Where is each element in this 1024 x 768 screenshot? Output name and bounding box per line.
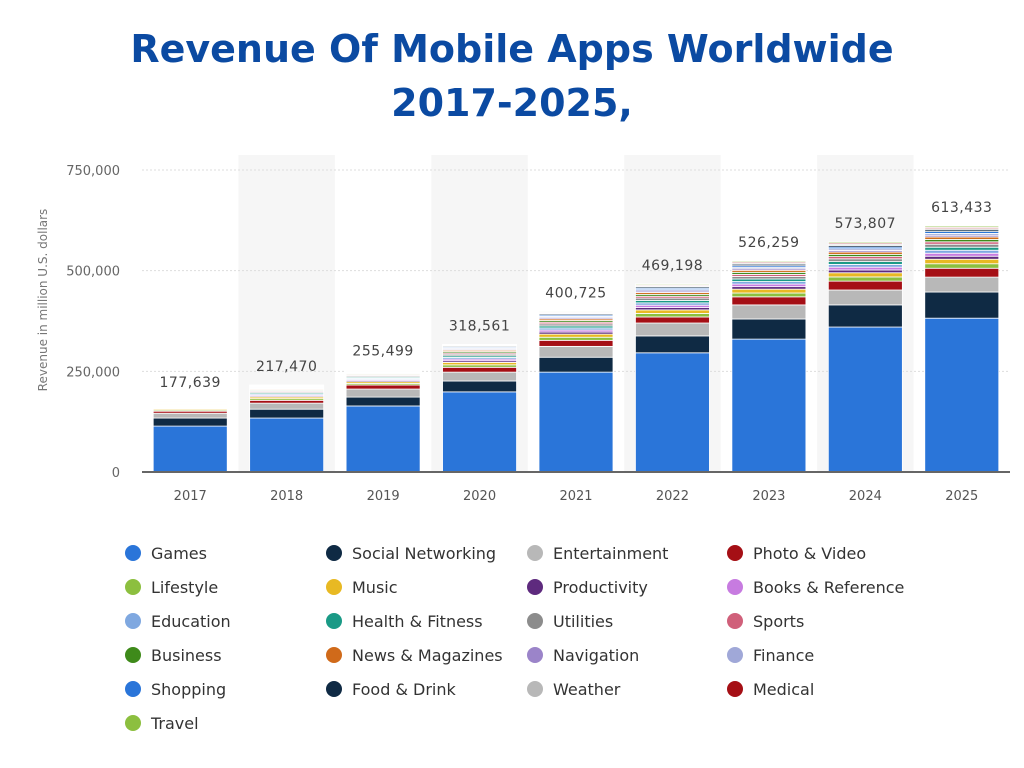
bar-segment-entertainment-2018 xyxy=(249,402,325,410)
bar-segment-education-2025 xyxy=(924,249,1000,254)
bar-segment-lifestyle-2022 xyxy=(635,313,710,318)
x-tick-label: 2018 xyxy=(270,489,303,504)
bar-segment-education-2024 xyxy=(827,263,903,268)
bar-segment-travel-2024 xyxy=(827,241,903,244)
bar-segment-entertainment-2017 xyxy=(152,412,228,419)
bar-segment-photo-video-2018 xyxy=(249,399,325,404)
bar-segment-social-networking-2022 xyxy=(635,335,710,354)
bar-segment-travel-2020 xyxy=(442,343,517,346)
x-tick-label: 2021 xyxy=(559,489,592,504)
bar-segment-health-fitness-2024 xyxy=(827,261,903,265)
bar-segment-photo-video-2023 xyxy=(731,296,807,306)
bar-segment-games-2021 xyxy=(538,371,614,473)
total-label: 217,470 xyxy=(256,359,317,375)
bar-segment-entertainment-2024 xyxy=(827,289,903,306)
bar-segment-social-networking-2019 xyxy=(345,396,421,407)
x-tick-label: 2025 xyxy=(945,489,978,504)
bar-segment-social-networking-2024 xyxy=(827,304,903,328)
bar-segment-social-networking-2025 xyxy=(924,291,1000,319)
x-tick-label: 2017 xyxy=(174,489,207,504)
x-tick-label: 2024 xyxy=(849,489,882,504)
bar-segment-games-2024 xyxy=(827,326,903,473)
bar-segment-social-networking-2021 xyxy=(538,356,614,373)
bar-segment-travel-2018 xyxy=(249,384,325,386)
bar-segment-photo-video-2024 xyxy=(827,280,903,291)
bar-segment-social-networking-2023 xyxy=(731,318,807,340)
bar-segment-entertainment-2025 xyxy=(924,276,1000,293)
bar-segment-books-reference-2024 xyxy=(827,266,903,271)
bar-segment-games-2025 xyxy=(924,317,1000,473)
bar-segment-books-reference-2025 xyxy=(924,252,1000,257)
bar-segment-social-networking-2017 xyxy=(152,417,228,427)
y-tick-label: 500,000 xyxy=(66,265,120,280)
total-label: 318,561 xyxy=(449,318,510,334)
bar-segment-travel-2022 xyxy=(635,283,710,286)
bar-segment-lifestyle-2024 xyxy=(827,276,903,282)
bar-segment-games-2022 xyxy=(635,352,710,473)
bar-segment-entertainment-2023 xyxy=(731,304,807,320)
bar-segment-productivity-2025 xyxy=(924,255,1000,260)
bar-segment-entertainment-2021 xyxy=(538,345,614,358)
bar-segment-lifestyle-2021 xyxy=(538,336,614,341)
y-tick-label: 750,000 xyxy=(66,164,120,179)
y-tick-label: 250,000 xyxy=(66,365,120,380)
bar-segment-games-2018 xyxy=(249,417,325,473)
bar-segment-utilities-2024 xyxy=(827,258,903,262)
total-label: 469,198 xyxy=(642,258,703,274)
bar-segment-photo-video-2020 xyxy=(442,366,517,373)
bar-segment-travel-2025 xyxy=(924,225,1000,228)
x-tick-label: 2019 xyxy=(367,489,400,504)
x-tick-label: 2022 xyxy=(656,489,689,504)
bar-segment-music-2025 xyxy=(924,258,1000,265)
bar-segment-photo-video-2022 xyxy=(635,316,710,324)
bar-segment-lifestyle-2025 xyxy=(924,263,1000,269)
bar-segment-music-2023 xyxy=(731,288,807,294)
bar-segment-music-2024 xyxy=(827,272,903,278)
y-tick-label: 0 xyxy=(112,466,120,481)
bar-segment-social-networking-2018 xyxy=(249,408,325,419)
bar-segment-travel-2019 xyxy=(345,369,421,371)
bar-segment-entertainment-2020 xyxy=(442,371,517,382)
total-label: 177,639 xyxy=(160,375,221,391)
y-axis-label: Revenue in million U.S. dollars xyxy=(36,209,50,392)
bar-segment-travel-2021 xyxy=(538,311,614,313)
x-tick-label: 2020 xyxy=(463,489,496,504)
total-label: 400,725 xyxy=(545,285,606,301)
bar-segment-travel-2017 xyxy=(152,400,228,402)
x-tick-label: 2023 xyxy=(752,489,785,504)
bar-segment-utilities-2025 xyxy=(924,243,1000,248)
bar-segment-entertainment-2022 xyxy=(635,322,710,337)
bar-segment-travel-2023 xyxy=(731,260,807,263)
bar-segment-photo-video-2021 xyxy=(538,339,614,347)
bar-segment-social-networking-2020 xyxy=(442,380,517,393)
bar-segment-photo-video-2025 xyxy=(924,267,1000,278)
bar-segment-photo-video-2019 xyxy=(345,384,421,390)
bar-segment-entertainment-2019 xyxy=(345,388,421,398)
bar-segment-music-2021 xyxy=(538,333,614,338)
bar-segment-games-2023 xyxy=(731,338,807,473)
total-label: 613,433 xyxy=(931,200,992,216)
bar-segment-games-2017 xyxy=(152,425,228,473)
bar-segment-games-2019 xyxy=(345,405,421,473)
bar-segment-health-fitness-2025 xyxy=(924,246,1000,251)
chart-title-line1: Revenue Of Mobile Apps Worldwide xyxy=(130,27,894,71)
bar-segment-music-2022 xyxy=(635,309,710,314)
total-label: 255,499 xyxy=(352,344,413,360)
total-label: 526,259 xyxy=(738,235,799,251)
chart-title-line2: 2017-2025, xyxy=(391,81,633,125)
bar-segment-games-2020 xyxy=(442,391,517,473)
bar-segment-productivity-2024 xyxy=(827,269,903,274)
total-label: 573,807 xyxy=(835,216,896,232)
bar-segment-lifestyle-2023 xyxy=(731,292,807,298)
